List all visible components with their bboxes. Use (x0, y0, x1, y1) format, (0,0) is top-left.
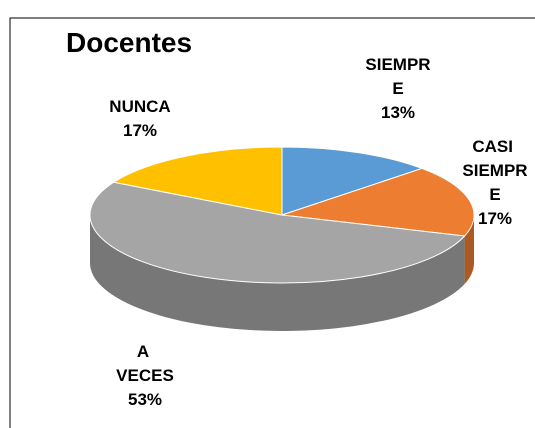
slice (281, 146, 424, 216)
slice-side (90, 215, 465, 332)
data-label-category: NUNCA (109, 97, 170, 116)
slice-side (464, 215, 474, 285)
data-label-value: 53% (128, 390, 162, 409)
data-label-category: CASI SIEMPR E (462, 137, 527, 204)
chart-title: Docentes (66, 27, 192, 58)
slice (89, 181, 466, 284)
pie (89, 146, 475, 332)
slice (112, 146, 283, 216)
data-label-value: 17% (478, 209, 512, 228)
slice (281, 167, 475, 237)
data-label-category: A VECES (116, 342, 174, 385)
data-label-value: 17% (123, 121, 157, 140)
data-label-category: SIEMPR E (365, 55, 430, 98)
data-label-value: 13% (381, 103, 415, 122)
